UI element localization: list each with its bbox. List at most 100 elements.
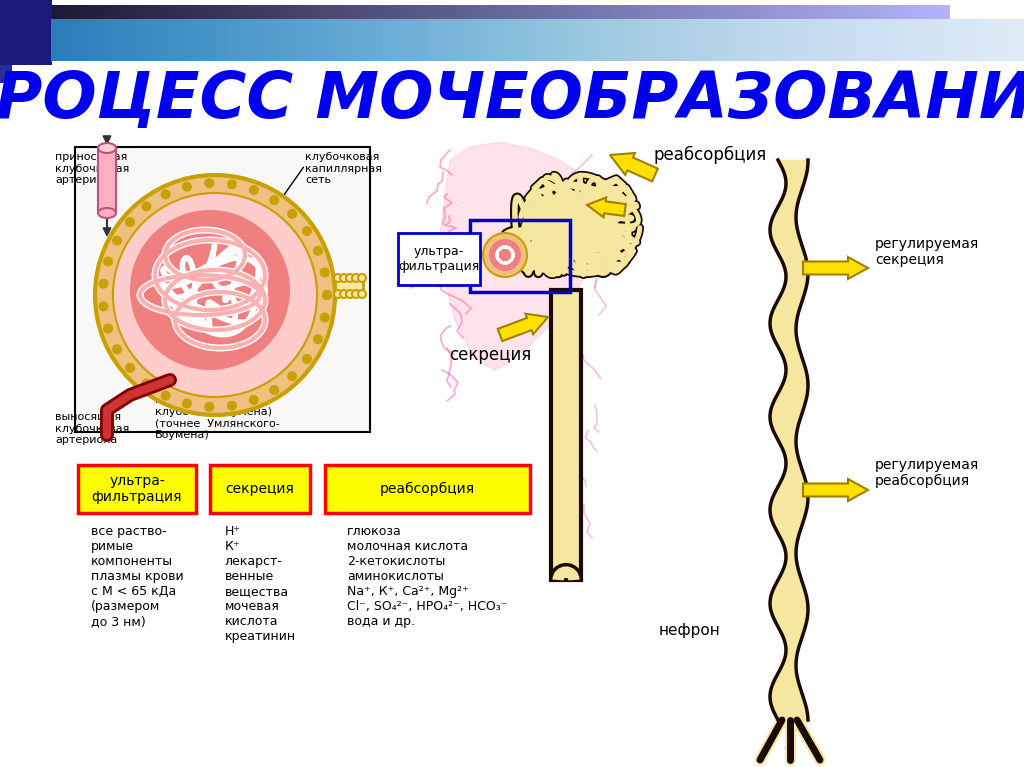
Bar	[889, 5, 891, 47]
Bar	[266, 5, 268, 47]
Bar	[763, 5, 765, 47]
Bar	[939, 5, 941, 47]
Bar	[810, 5, 811, 47]
Bar	[476, 5, 478, 47]
Bar	[223, 5, 224, 47]
Circle shape	[483, 233, 527, 277]
Bar	[646, 5, 648, 47]
Bar	[502, 5, 504, 47]
Bar	[397, 5, 399, 47]
Bar	[770, 5, 772, 47]
Circle shape	[112, 235, 122, 245]
Bar	[361, 5, 364, 47]
Bar	[185, 5, 187, 47]
Bar	[219, 5, 221, 47]
Bar	[844, 5, 846, 47]
Bar	[115, 5, 117, 47]
Bar	[444, 5, 446, 47]
Circle shape	[98, 301, 109, 311]
Bar	[480, 5, 482, 47]
Circle shape	[352, 274, 360, 282]
Bar	[196, 5, 198, 47]
Bar	[846, 5, 848, 47]
Bar	[309, 5, 311, 47]
Bar	[117, 5, 119, 47]
Bar	[946, 5, 948, 47]
Bar	[721, 5, 723, 47]
Circle shape	[346, 274, 354, 282]
Bar	[164, 5, 165, 47]
Bar	[865, 5, 867, 47]
Circle shape	[489, 239, 521, 271]
Circle shape	[125, 363, 135, 373]
Bar	[470, 220, 570, 292]
Bar	[57, 5, 59, 47]
Bar	[561, 5, 563, 47]
Bar	[754, 5, 756, 47]
Bar	[525, 5, 527, 47]
Bar	[329, 5, 331, 47]
Text: реабсорбция: реабсорбция	[380, 482, 474, 496]
Bar	[829, 5, 831, 47]
Bar	[729, 5, 730, 47]
Bar	[70, 5, 72, 47]
Bar	[617, 5, 618, 47]
Bar	[126, 5, 128, 47]
Circle shape	[182, 398, 191, 408]
Bar	[758, 5, 760, 47]
Circle shape	[319, 268, 330, 278]
Polygon shape	[440, 142, 595, 370]
Bar	[796, 5, 797, 47]
Text: реабсорбция: реабсорбция	[653, 146, 767, 164]
Bar	[594, 5, 596, 47]
Bar	[621, 5, 623, 47]
Bar	[230, 5, 231, 47]
Bar	[580, 5, 581, 47]
Bar	[551, 290, 581, 580]
Bar	[165, 5, 167, 47]
Bar	[734, 5, 736, 47]
Bar	[901, 5, 903, 47]
Circle shape	[302, 226, 312, 236]
Bar	[595, 5, 597, 47]
Bar	[714, 5, 716, 47]
Bar	[615, 5, 617, 47]
Bar	[354, 5, 356, 47]
Circle shape	[322, 290, 332, 300]
Bar	[88, 5, 90, 47]
Bar	[736, 5, 737, 47]
Bar	[696, 5, 698, 47]
Bar	[804, 5, 806, 47]
Circle shape	[161, 390, 171, 400]
Bar	[255, 5, 257, 47]
Circle shape	[313, 246, 323, 256]
Bar	[423, 5, 425, 47]
Bar	[424, 5, 426, 47]
Bar	[290, 5, 291, 47]
Bar	[78, 465, 196, 513]
Bar	[367, 5, 369, 47]
Bar	[194, 5, 196, 47]
Bar	[478, 5, 480, 47]
Bar	[602, 5, 604, 47]
Bar	[209, 5, 210, 47]
Circle shape	[269, 195, 280, 205]
Bar	[833, 5, 835, 47]
Bar	[611, 5, 613, 47]
Bar	[143, 5, 145, 47]
FancyArrow shape	[610, 153, 657, 182]
Bar	[788, 5, 790, 47]
Bar	[440, 5, 442, 47]
Circle shape	[125, 217, 135, 227]
Text: регулируемая
секреция: регулируемая секреция	[874, 237, 979, 267]
Bar	[212, 5, 214, 47]
Bar	[905, 5, 907, 47]
Bar	[431, 5, 433, 47]
Bar	[570, 5, 572, 47]
Text: ультра-
фильтрация: ультра- фильтрация	[92, 474, 182, 504]
Bar	[262, 5, 264, 47]
Bar	[572, 5, 573, 47]
Circle shape	[141, 379, 152, 389]
Bar	[744, 5, 746, 47]
Bar	[404, 5, 407, 47]
